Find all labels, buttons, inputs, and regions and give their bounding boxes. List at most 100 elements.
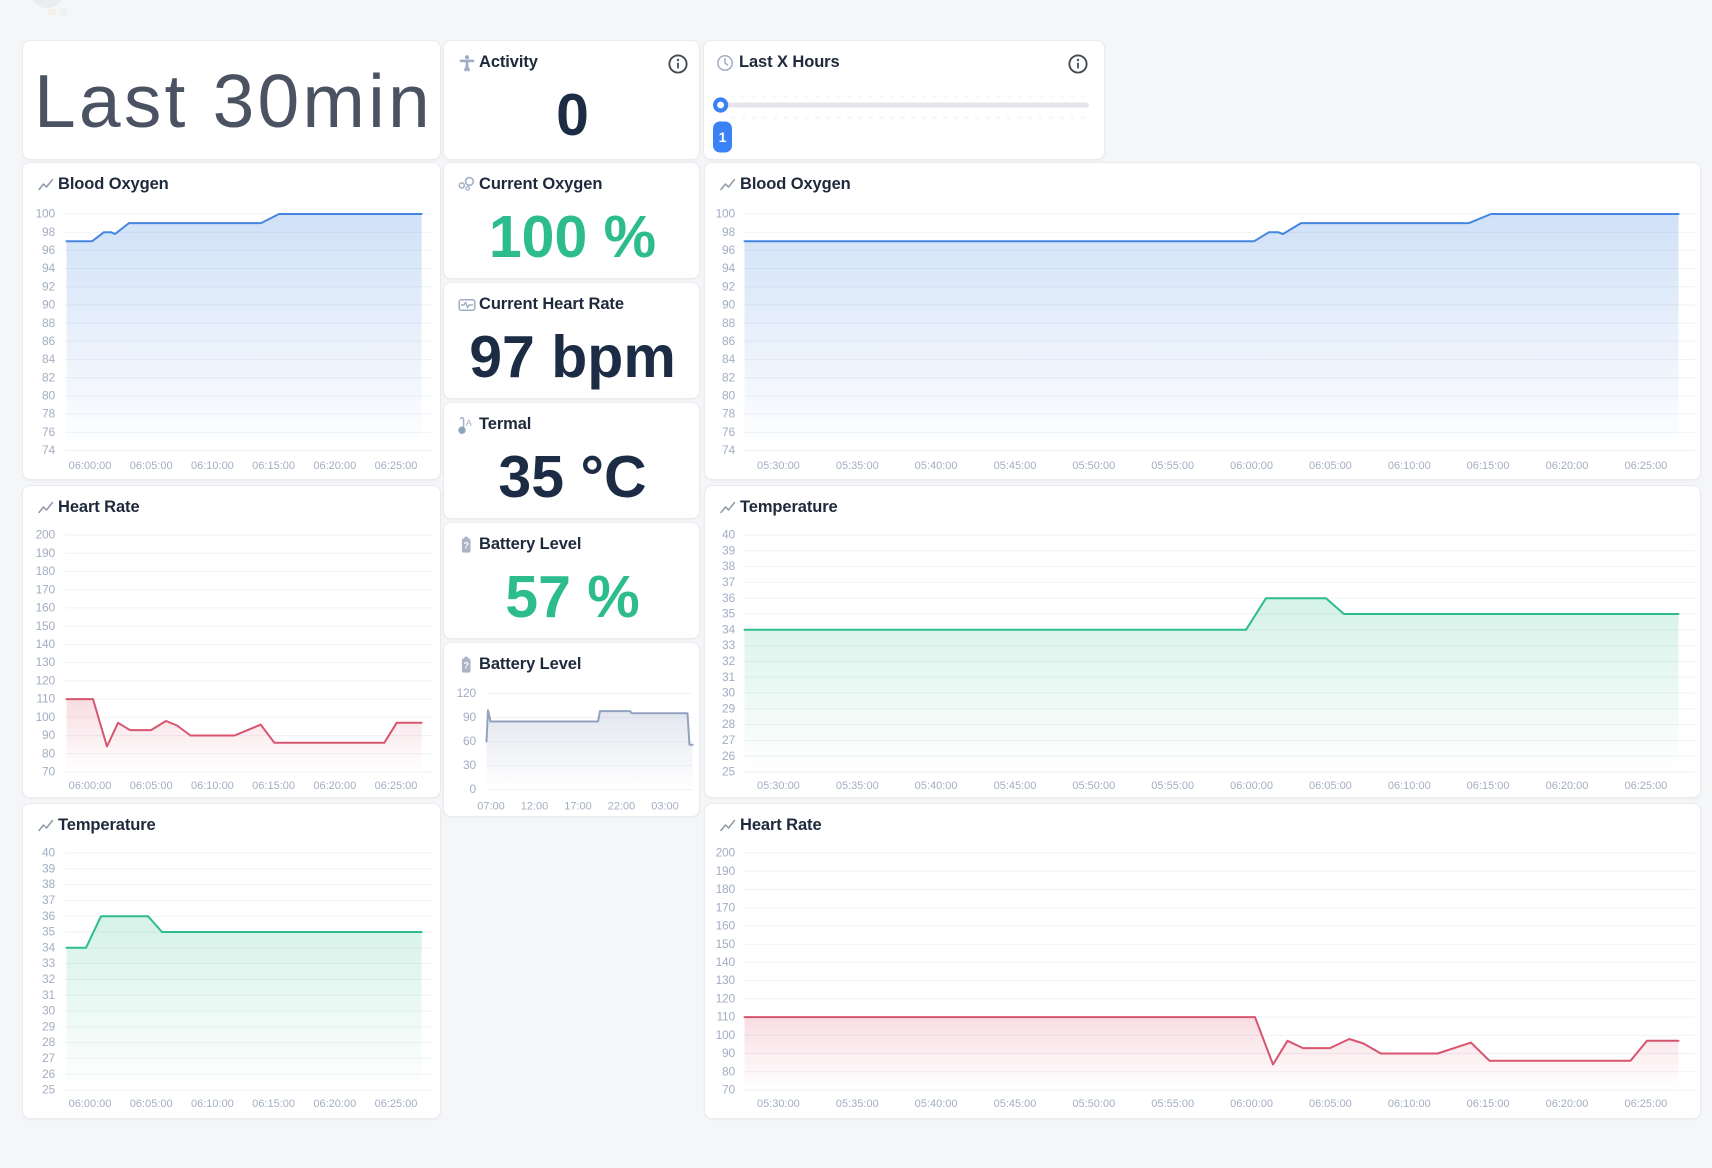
svg-text:110: 110 [36,691,55,705]
svg-text:35: 35 [42,924,55,938]
svg-text:170: 170 [716,900,736,914]
svg-text:05:50:00: 05:50:00 [1072,780,1115,792]
svg-text:170: 170 [36,582,56,596]
svg-text:96: 96 [722,243,735,257]
svg-text:94: 94 [42,261,55,275]
svg-text:06:10:00: 06:10:00 [191,1098,234,1110]
svg-text:06:05:00: 06:05:00 [130,460,173,472]
svg-text:34: 34 [722,622,735,636]
svg-text:39: 39 [722,543,735,557]
svg-text:03:00: 03:00 [651,800,679,812]
svg-text:05:30:00: 05:30:00 [757,460,800,472]
svg-text:98: 98 [722,225,735,239]
svg-text:88: 88 [42,316,55,330]
svg-text:06:20:00: 06:20:00 [313,1098,356,1110]
svg-text:150: 150 [716,936,736,950]
svg-text:06:10:00: 06:10:00 [191,460,234,472]
svg-text:31: 31 [722,669,735,683]
svg-text:26: 26 [722,748,735,762]
svg-text:1: 1 [719,129,727,145]
svg-text:29: 29 [42,1019,55,1033]
svg-text:140: 140 [36,637,56,651]
svg-text:05:35:00: 05:35:00 [836,780,879,792]
svg-text:30: 30 [42,1003,55,1017]
svg-text:84: 84 [42,352,55,366]
svg-text:?: ? [463,541,469,551]
svg-text:100: 100 [36,709,56,723]
svg-text:29: 29 [722,701,735,715]
svg-text:06:00:00: 06:00:00 [69,780,112,792]
svg-text:70: 70 [722,1082,735,1096]
svg-text:86: 86 [42,334,55,348]
svg-text:05:35:00: 05:35:00 [836,460,879,472]
svg-text:120: 120 [36,673,56,687]
svg-text:35: 35 [722,606,735,620]
svg-text:06:05:00: 06:05:00 [1309,1098,1352,1110]
svg-text:130: 130 [716,973,736,987]
svg-text:12:00: 12:00 [521,800,549,812]
svg-text:160: 160 [36,600,56,614]
svg-text:33: 33 [42,956,55,970]
svg-text:90: 90 [463,710,476,724]
svg-text:180: 180 [36,564,56,578]
svg-text:90: 90 [42,298,55,312]
svg-text:06:10:00: 06:10:00 [1388,460,1431,472]
svg-text:06:25:00: 06:25:00 [375,460,418,472]
svg-text:06:25:00: 06:25:00 [375,1098,418,1110]
svg-text:80: 80 [722,389,735,403]
svg-text:06:20:00: 06:20:00 [313,780,356,792]
svg-text:76: 76 [722,425,735,439]
svg-text:06:20:00: 06:20:00 [1546,460,1589,472]
svg-text:74: 74 [42,443,55,457]
svg-text:27: 27 [42,1051,55,1065]
svg-text:190: 190 [36,545,56,559]
svg-text:120: 120 [457,686,477,700]
svg-text:06:15:00: 06:15:00 [252,460,295,472]
svg-text:06:00:00: 06:00:00 [69,1098,112,1110]
svg-text:74: 74 [722,443,735,457]
svg-text:30: 30 [463,758,476,772]
svg-text:05:50:00: 05:50:00 [1072,460,1115,472]
svg-text:40: 40 [42,845,55,859]
svg-text:100: 100 [716,1027,736,1041]
svg-text:32: 32 [722,654,735,668]
svg-text:17:00: 17:00 [564,800,592,812]
svg-text:92: 92 [42,279,55,293]
svg-text:05:40:00: 05:40:00 [915,780,958,792]
svg-text:38: 38 [722,559,735,573]
svg-text:22:00: 22:00 [608,800,636,812]
svg-text:06:05:00: 06:05:00 [1309,460,1352,472]
svg-text:06:25:00: 06:25:00 [1624,780,1667,792]
svg-text:06:10:00: 06:10:00 [191,780,234,792]
svg-text:90: 90 [722,298,735,312]
svg-text:06:15:00: 06:15:00 [1467,460,1510,472]
svg-text:06:20:00: 06:20:00 [1546,1098,1589,1110]
svg-text:06:15:00: 06:15:00 [252,780,295,792]
svg-text:200: 200 [36,527,56,541]
svg-text:06:25:00: 06:25:00 [1624,460,1667,472]
svg-text:82: 82 [722,370,735,384]
svg-text:06:25:00: 06:25:00 [1624,1098,1667,1110]
svg-text:06:25:00: 06:25:00 [375,780,418,792]
svg-text:36: 36 [42,908,55,922]
svg-text:27: 27 [722,733,735,747]
svg-text:180: 180 [716,882,736,896]
svg-text:06:05:00: 06:05:00 [1309,780,1352,792]
svg-text:05:45:00: 05:45:00 [994,460,1037,472]
svg-text:96: 96 [42,243,55,257]
svg-text:60: 60 [463,734,476,748]
svg-text:06:15:00: 06:15:00 [1467,780,1510,792]
svg-text:84: 84 [722,352,735,366]
svg-text:05:45:00: 05:45:00 [994,780,1037,792]
svg-text:05:35:00: 05:35:00 [836,1098,879,1110]
svg-text:05:30:00: 05:30:00 [757,780,800,792]
svg-text:05:55:00: 05:55:00 [1151,1098,1194,1110]
svg-text:28: 28 [722,717,735,731]
svg-text:05:50:00: 05:50:00 [1072,1098,1115,1110]
svg-text:90: 90 [722,1046,735,1060]
svg-text:05:45:00: 05:45:00 [994,1098,1037,1110]
svg-text:?: ? [463,660,469,670]
svg-text:78: 78 [42,407,55,421]
svg-text:110: 110 [716,1009,735,1023]
svg-text:38: 38 [42,877,55,891]
